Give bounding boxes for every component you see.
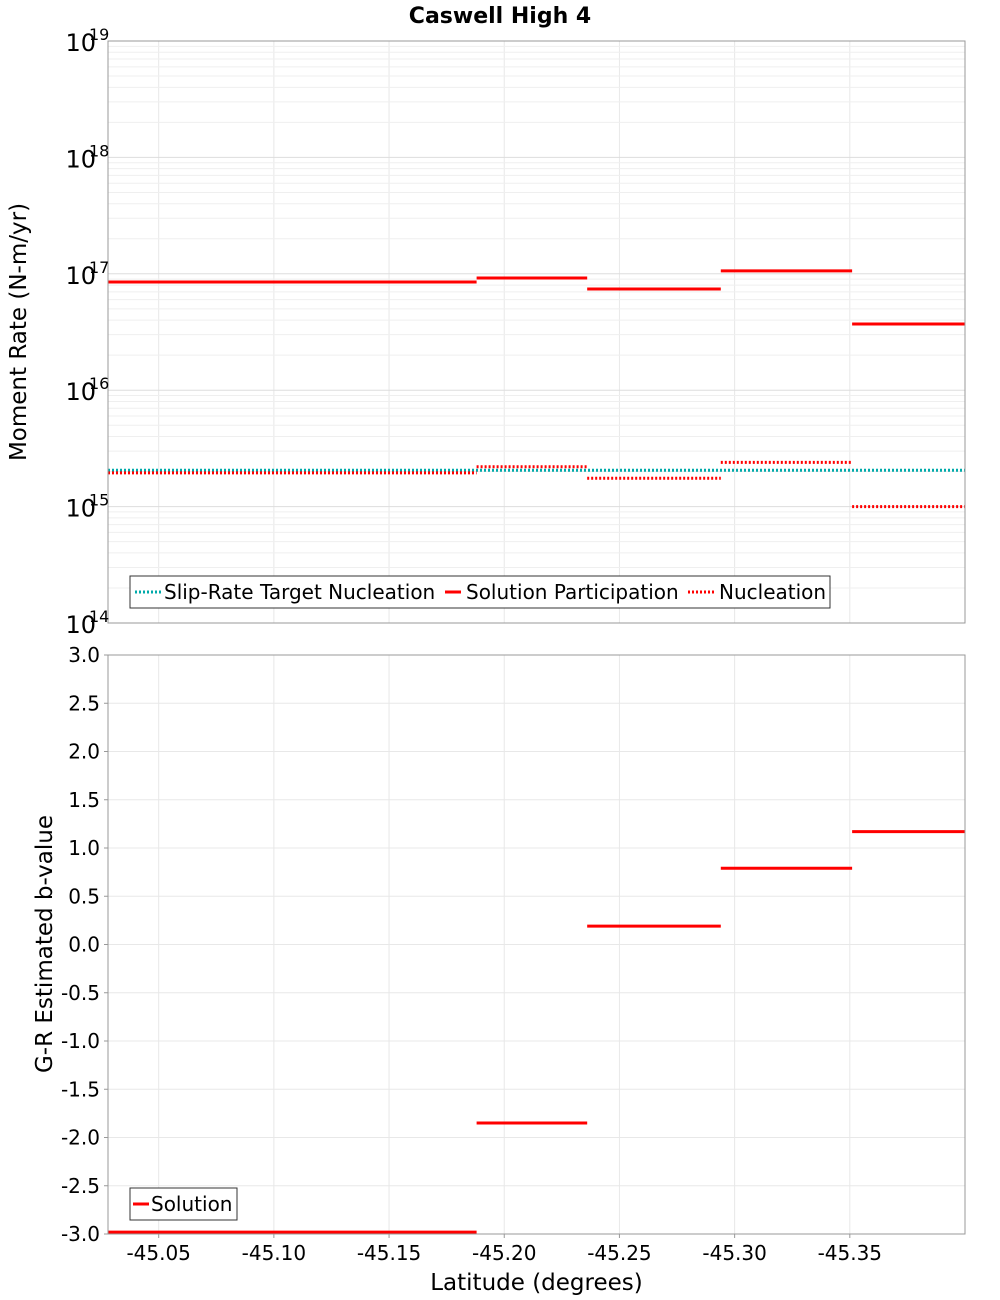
y-tick-label-exponent: 18 [89,141,109,160]
y-tick-label: -1.5 [61,1077,100,1101]
y-tick-label-base: 10 [65,611,96,639]
x-tick-label: -45.25 [587,1241,651,1265]
y-tick-label: -3.0 [61,1222,100,1246]
y-tick-label: 1.0 [68,836,100,860]
x-axis-title: Latitude (degrees) [430,1270,643,1296]
y-tick-label: -2.5 [61,1174,100,1198]
y-tick-label-base: 10 [65,29,96,57]
x-tick-label: -45.15 [357,1241,421,1265]
y-tick-label-base: 10 [65,262,96,290]
y-tick-label-base: 10 [65,378,96,406]
top-legend-label: Slip-Rate Target Nucleation [164,580,435,604]
top-plot-border [107,40,966,624]
y-tick-label: 1.5 [68,788,100,812]
y-tick-label: 0.0 [68,933,100,957]
y-tick-label: 0.5 [68,884,100,908]
y-tick-label-base: 10 [65,145,96,173]
top-plot-background [108,41,965,623]
top-y-axis-title: Moment Rate (N-m/yr) [6,203,32,461]
y-tick-label: -0.5 [61,981,100,1005]
bottom-legend-label: Solution [151,1192,232,1216]
top-legend-label: Solution Participation [466,580,679,604]
y-tick-label-exponent: 17 [89,258,109,277]
x-tick-label: -45.35 [818,1241,882,1265]
y-tick-label-exponent: 15 [89,491,109,510]
y-tick-label: 3.0 [68,643,100,667]
bottom-y-axis-title: G-R Estimated b-value [32,815,58,1073]
y-tick-label: 2.0 [68,740,100,764]
y-tick-label-base: 10 [65,495,96,523]
x-tick-label: -45.05 [126,1241,190,1265]
x-tick-label: -45.10 [242,1241,306,1265]
y-tick-label: -2.0 [61,1126,100,1150]
y-tick-label-exponent: 19 [89,25,109,44]
y-tick-label: 2.5 [68,691,100,715]
x-tick-label: -45.30 [702,1241,766,1265]
y-tick-label: -1.0 [61,1029,100,1053]
top-legend-label: Nucleation [719,580,826,604]
chart-title: Caswell High 4 [409,4,591,29]
x-tick-label: -45.20 [472,1241,536,1265]
y-tick-label-exponent: 16 [89,374,109,393]
y-tick-label-exponent: 14 [89,607,109,626]
